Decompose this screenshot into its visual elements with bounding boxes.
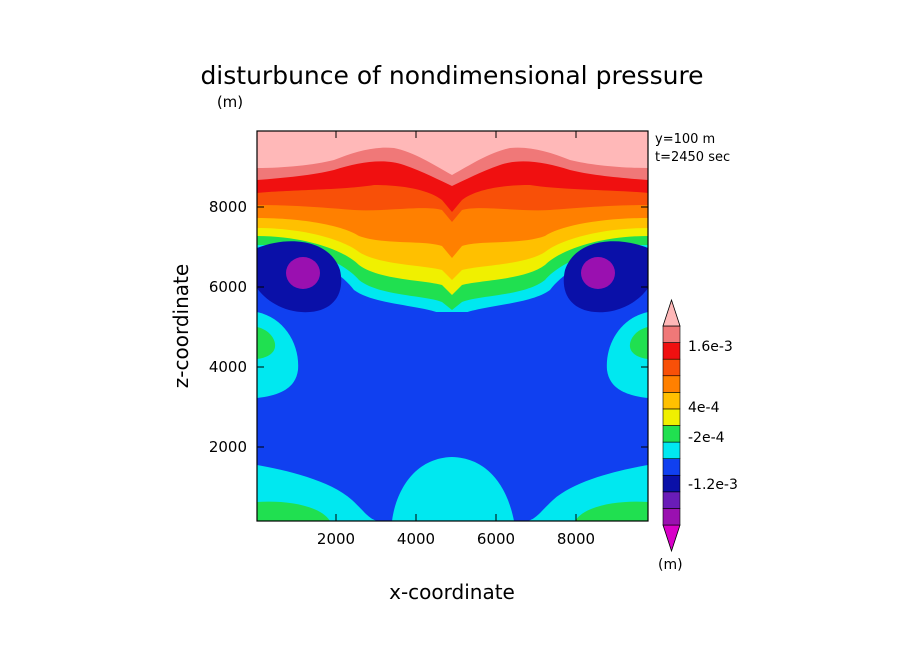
contour-green-bottom-left xyxy=(257,501,330,521)
colorbar-label: -1.2e-3 xyxy=(688,477,738,493)
contour-purple-left xyxy=(286,257,320,289)
annotation-y: y=100 m xyxy=(655,132,715,147)
chart-title: disturbunce of nondimensional pressure xyxy=(200,61,703,90)
x-tick-label: 6000 xyxy=(477,530,515,548)
contour-pink xyxy=(257,131,648,175)
x-tick-label: 8000 xyxy=(557,530,595,548)
y-axis xyxy=(257,206,648,448)
y-tick-label: 6000 xyxy=(209,278,247,296)
colorbar-swatch xyxy=(662,491,681,509)
contour-cyan-center xyxy=(392,457,514,521)
y-tick-label: 8000 xyxy=(209,198,247,216)
x-tick-label: 2000 xyxy=(317,530,355,548)
plot-frame xyxy=(256,130,649,522)
colorbar-swatch xyxy=(662,325,681,343)
x-axis xyxy=(335,131,577,521)
colorbar-upper-triangle xyxy=(662,298,681,327)
contour-field xyxy=(257,131,648,521)
contour-green-bottom-right xyxy=(575,501,648,521)
colorbar-swatch xyxy=(662,408,681,426)
colorbar-unit: (m) xyxy=(658,557,683,573)
title-unit: (m) xyxy=(217,93,243,111)
contour-green-left xyxy=(257,327,276,359)
x-axis-label: x-coordinate xyxy=(389,580,515,604)
colorbar-swatch xyxy=(662,508,681,526)
colorbar-label: 1.6e-3 xyxy=(688,339,733,355)
colorbar-label: -2e-4 xyxy=(688,430,725,446)
colorbar-swatch xyxy=(662,342,681,360)
colorbar-swatch xyxy=(662,392,681,410)
contour-blue-mid xyxy=(257,258,648,330)
contour-purple-right xyxy=(581,257,615,289)
y-axis-label: z-coordinate xyxy=(169,264,193,388)
colorbar-swatch xyxy=(662,358,681,377)
annotation-t: t=2450 sec xyxy=(655,150,730,165)
colorbar xyxy=(662,298,681,553)
x-tick-label: 4000 xyxy=(397,530,435,548)
colorbar-lower-triangle xyxy=(662,524,681,553)
y-tick-label: 4000 xyxy=(209,358,247,376)
y-tick-label: 2000 xyxy=(209,438,247,456)
colorbar-label: 4e-4 xyxy=(688,400,720,416)
contour-green-right xyxy=(629,327,648,359)
colorbar-swatch xyxy=(662,375,681,393)
colorbar-swatch xyxy=(662,425,681,443)
colorbar-swatch xyxy=(662,474,681,493)
colorbar-swatch xyxy=(662,458,681,476)
colorbar-swatch xyxy=(662,441,681,459)
